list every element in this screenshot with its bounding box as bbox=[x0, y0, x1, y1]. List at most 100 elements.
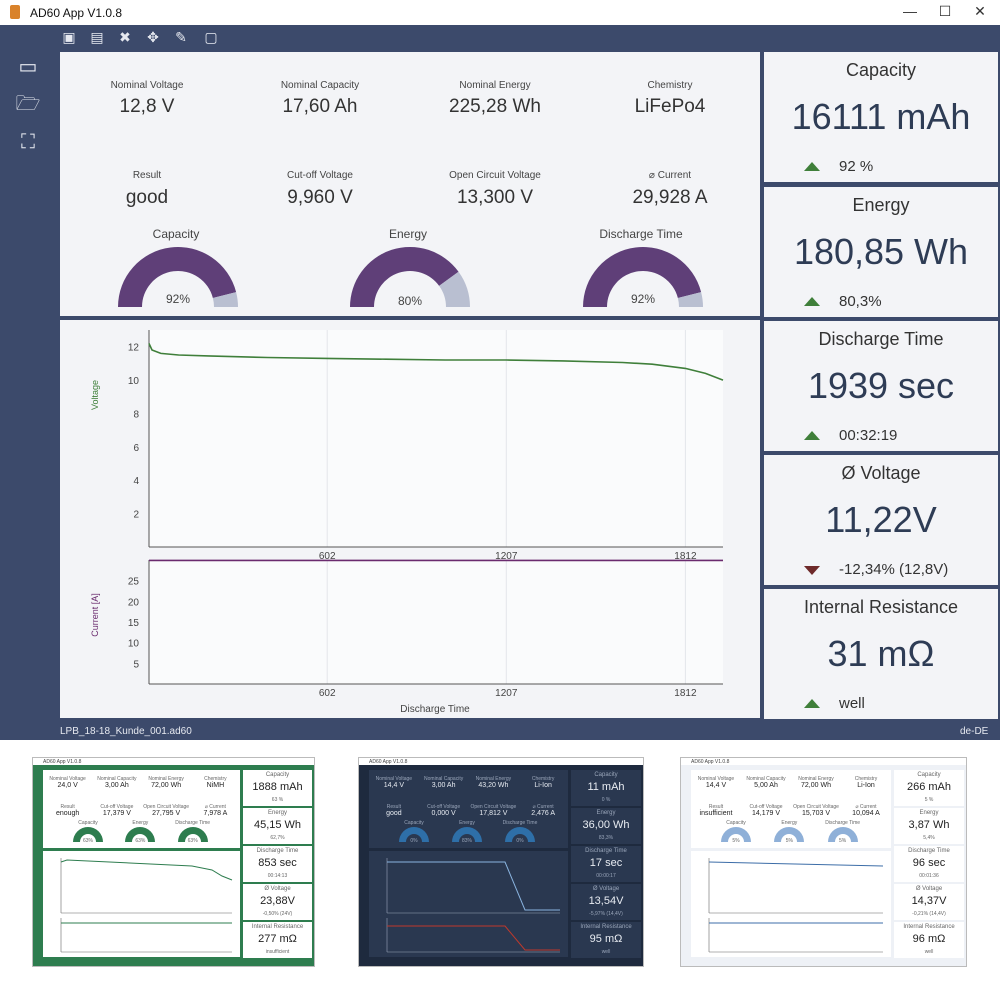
thumb-gauge-hole bbox=[512, 834, 528, 842]
close-button[interactable]: ✕ bbox=[974, 3, 986, 19]
result-value: good bbox=[125, 187, 169, 208]
thumb-stat-sub: well bbox=[601, 949, 611, 955]
chemistry-value: LiFePo4 bbox=[634, 96, 706, 117]
thumb-gauge-text: 63% bbox=[135, 838, 146, 844]
gauge-discharge-time-label: Discharge Time bbox=[599, 227, 683, 241]
thumb-gauge-text: 0% bbox=[410, 838, 418, 844]
thumb-stat-title: Energy bbox=[919, 810, 939, 816]
thumb-stat-value: 1888 mAh bbox=[252, 781, 303, 793]
thumb-stat-sub: 62,7% bbox=[270, 835, 285, 841]
thumb-stat-title: Capacity bbox=[917, 772, 941, 778]
stat-resistance-value: 31 mΩ bbox=[827, 633, 935, 674]
stat-resistance-title: Internal Resistance bbox=[803, 597, 959, 617]
thumb-stat-sub: -5,97% (14,4V) bbox=[589, 911, 623, 917]
frame-icon[interactable]: ▢ bbox=[204, 29, 218, 45]
thumb-stat-panel: Energy 45,15 Wh 62,7% bbox=[243, 808, 312, 844]
print-icon[interactable]: ▤ bbox=[90, 29, 104, 45]
thumb-stat-sub: 0 % bbox=[601, 797, 611, 803]
thumb-stat-sub: -0,21% (14,4V) bbox=[912, 911, 946, 917]
thumb-chart-panel bbox=[691, 851, 891, 957]
y-tick-label: 10 bbox=[128, 639, 140, 650]
thumb-voltage-line bbox=[60, 859, 233, 881]
trend-up-icon bbox=[804, 431, 820, 440]
move-icon[interactable]: ✥ bbox=[147, 29, 159, 45]
thumb-info-value: 72,00 Wh bbox=[151, 782, 182, 789]
gauge-energy-text: 80% bbox=[397, 294, 423, 308]
thumb-chart bbox=[386, 858, 560, 953]
thumb-info-label: Chemistry bbox=[854, 776, 878, 782]
x-tick-label: 1812 bbox=[674, 551, 697, 562]
new-icon[interactable]: ▭ bbox=[18, 56, 38, 78]
gauge-capacity-text: 92% bbox=[165, 292, 191, 306]
thumb-window-title: AD60 App V1.0.8 bbox=[691, 759, 730, 765]
discharge-chart: 602 1207 1812 2 4 6 8 10 12 602 1207 1812 5 10 15 20 25 bbox=[128, 330, 724, 699]
thumb-stat-value: 95 mΩ bbox=[589, 933, 623, 945]
thumb-stat-sub: 5,4% bbox=[923, 835, 935, 841]
thumb-stat-panel: Capacity 11 mAh 0 % bbox=[571, 770, 641, 806]
thumb-voltage-line bbox=[708, 861, 884, 867]
minimize-button[interactable]: — bbox=[903, 3, 917, 19]
x-tick-label: 602 bbox=[319, 551, 336, 562]
y-tick-label: 5 bbox=[133, 659, 139, 670]
thumb-stat-panel: Internal Resistance 95 mΩ well bbox=[571, 922, 641, 958]
folder-open-icon[interactable]: 🗁 bbox=[15, 93, 41, 115]
stat-capacity-value: 16111 mAh bbox=[791, 96, 971, 137]
thumb-chart-panel bbox=[369, 851, 568, 957]
thumb-info-label: Nominal Capacity bbox=[424, 776, 464, 782]
stat-energy-value: 180,85 Wh bbox=[793, 231, 969, 272]
thumb-info-value: 72,00 Wh bbox=[801, 782, 831, 789]
thumb-info-value: 7,978 A bbox=[203, 810, 228, 817]
open-circuit-voltage-value: 13,300 V bbox=[456, 187, 534, 208]
trend-down-icon bbox=[804, 566, 820, 575]
pen-icon[interactable]: ✎ bbox=[175, 29, 187, 45]
chemistry-label: Chemistry bbox=[647, 80, 693, 91]
thumbnail-dark-theme: AD60 App V1.0.8 Nominal Voltage 14,4 V Nomi… bbox=[358, 757, 644, 967]
thumb-stat-title: Ø Voltage bbox=[592, 886, 620, 892]
thumb-stat-value: 96 mΩ bbox=[912, 933, 946, 945]
thumb-stat-value: 17 sec bbox=[589, 857, 623, 869]
info-panel: Nominal Voltage 12,8 V Nominal Capacity … bbox=[60, 52, 760, 316]
status-bar: LPB_18-18_Kunde_001.ad60 de-DE bbox=[0, 722, 1000, 740]
thumb-gauge-hole bbox=[132, 834, 149, 842]
thumb-info-label: Open Circuit Voltage bbox=[793, 804, 839, 810]
thumb-stat-value: 14,37V bbox=[911, 895, 947, 907]
thumb-stat-panel: Ø Voltage 14,37V -0,21% (14,4V) bbox=[894, 884, 964, 920]
thumb-stat-title: Discharge Time bbox=[585, 848, 627, 854]
thumb-stat-sub: 83,3% bbox=[598, 835, 614, 841]
thumb-stat-title: Capacity bbox=[594, 772, 618, 778]
thumb-stat-panel: Capacity 266 mAh 5 % bbox=[894, 770, 964, 806]
thumb-info-label: Open Circuit Voltage bbox=[470, 804, 517, 810]
plot-area bbox=[149, 560, 723, 684]
stat-resistance-sub: well bbox=[839, 695, 865, 712]
thumb-gauge-text: 5% bbox=[732, 838, 740, 844]
thumbnail-light-theme: AD60 App V1.0.8 Nominal Voltage 14,4 V Nomi… bbox=[680, 757, 967, 967]
plot-area bbox=[149, 330, 723, 547]
thumb-info-label: Nominal Capacity bbox=[97, 776, 137, 782]
thumb-stat-panel: Discharge Time 853 sec 00:14:13 bbox=[243, 846, 312, 882]
thumb-info-label: Nominal Energy bbox=[475, 776, 512, 782]
thumb-stat-sub: -0,50% (24V) bbox=[262, 911, 293, 917]
thumb-title-bar bbox=[359, 758, 643, 765]
thumb-info-label: Chemistry bbox=[204, 776, 227, 782]
thumb-info-value: 14,179 V bbox=[751, 810, 781, 817]
thumb-stat-title: Energy bbox=[596, 810, 616, 816]
thumb-info-label: Cut-off Voltage bbox=[100, 804, 134, 810]
app-window: AD60 App V1.0.8 — ☐ ✕ ▣ ▤ ✖ ✥ ✎ ▢ ▭ 🗁 ⛶ … bbox=[0, 0, 1000, 740]
save-icon[interactable]: ▣ bbox=[62, 29, 76, 45]
thumb-stat-panel: Internal Resistance 277 mΩ insufficient bbox=[243, 922, 312, 958]
crop-icon[interactable]: ⛶ bbox=[21, 131, 35, 153]
thumb-gauge-label: Energy bbox=[132, 820, 149, 826]
thumb-info-label: Nominal Voltage bbox=[375, 776, 413, 782]
thumb-info-label: Result bbox=[60, 804, 75, 810]
thumb-stat-value: 96 sec bbox=[912, 857, 946, 869]
thumb-current-line bbox=[387, 925, 560, 951]
thumb-gauge-text: 5% bbox=[785, 838, 793, 844]
thumb-stat-title: Discharge Time bbox=[256, 848, 299, 854]
window-title: AD60 App V1.0.8 bbox=[30, 6, 123, 20]
thumb-gauge-hole bbox=[728, 834, 744, 842]
thumb-gauge-label: Capacity bbox=[404, 820, 424, 826]
maximize-button[interactable]: ☐ bbox=[938, 3, 952, 19]
nominal-voltage-value: 12,8 V bbox=[119, 96, 175, 117]
thumb-info-label: ⌀ Current bbox=[855, 804, 877, 810]
tools-icon[interactable]: ✖ bbox=[119, 29, 131, 45]
